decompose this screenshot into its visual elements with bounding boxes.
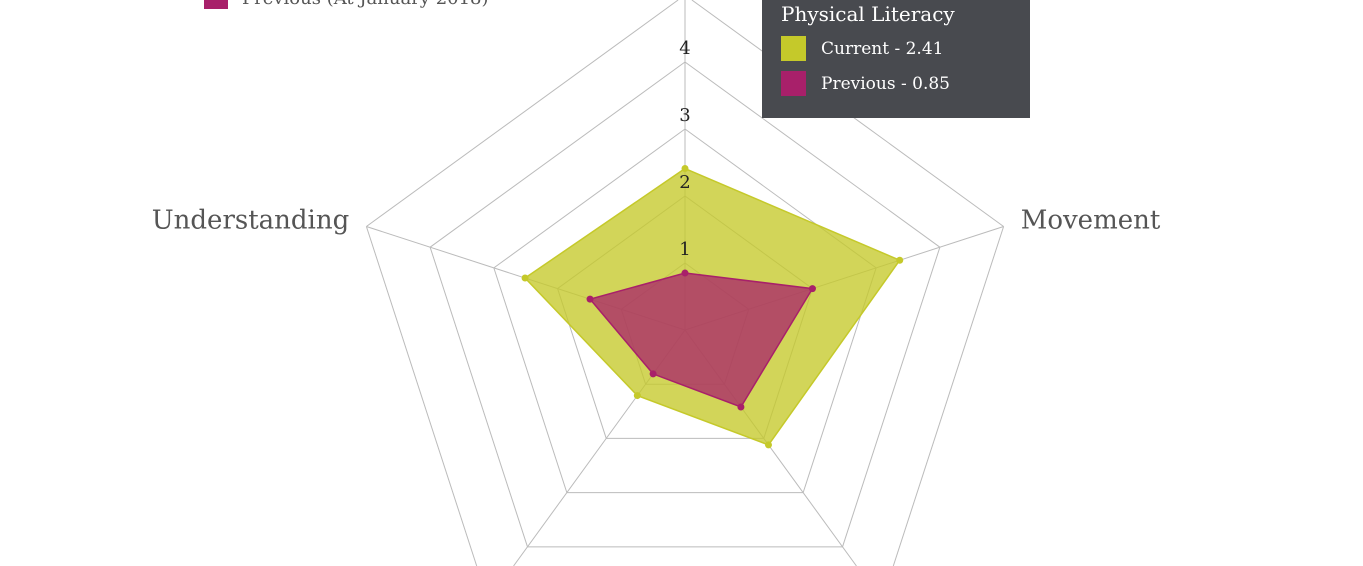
data-point [737,403,745,411]
grid-ring [493,128,686,269]
series-area-previous [588,272,814,408]
tooltip-swatch [781,36,806,61]
tick-label: 1 [679,239,690,260]
grid-ring [842,247,941,547]
data-point [681,269,689,277]
data-point [521,274,529,282]
tooltip-row-previous: Previous - 0.85 [781,71,1011,96]
axis-label: Understanding [152,205,350,235]
grid-ring [493,267,568,493]
legend-swatch [204,0,228,9]
tooltip-label: Current - 2.41 [821,38,944,59]
data-point [633,392,641,400]
grid-ring [892,226,1005,566]
tick-label: 4 [679,38,690,59]
legend-item-previous[interactable]: Previous (At January 2018) [204,0,489,9]
tick-label: 3 [679,105,690,126]
grid-ring [429,61,686,248]
tooltip-swatch [781,71,806,96]
axis-label: Movement [1021,205,1161,235]
data-point [808,285,816,293]
data-point [649,370,657,378]
grid-ring [684,61,941,248]
data-point [586,295,594,303]
grid-ring [429,247,528,547]
legend-label: Previous (At January 2018) [242,0,489,9]
grid-ring [366,0,679,227]
grid-ring [365,226,478,566]
data-point [764,441,772,449]
tooltip-title: Physical Literacy [781,2,955,26]
data-point [681,165,689,173]
data-point [896,256,904,264]
tick-label: 2 [679,172,690,193]
tooltip-row-current: Current - 2.41 [781,36,1011,61]
tooltip: Physical Literacy Current - 2.41 Previou… [762,0,1030,118]
tooltip-label: Previous - 0.85 [821,73,950,94]
